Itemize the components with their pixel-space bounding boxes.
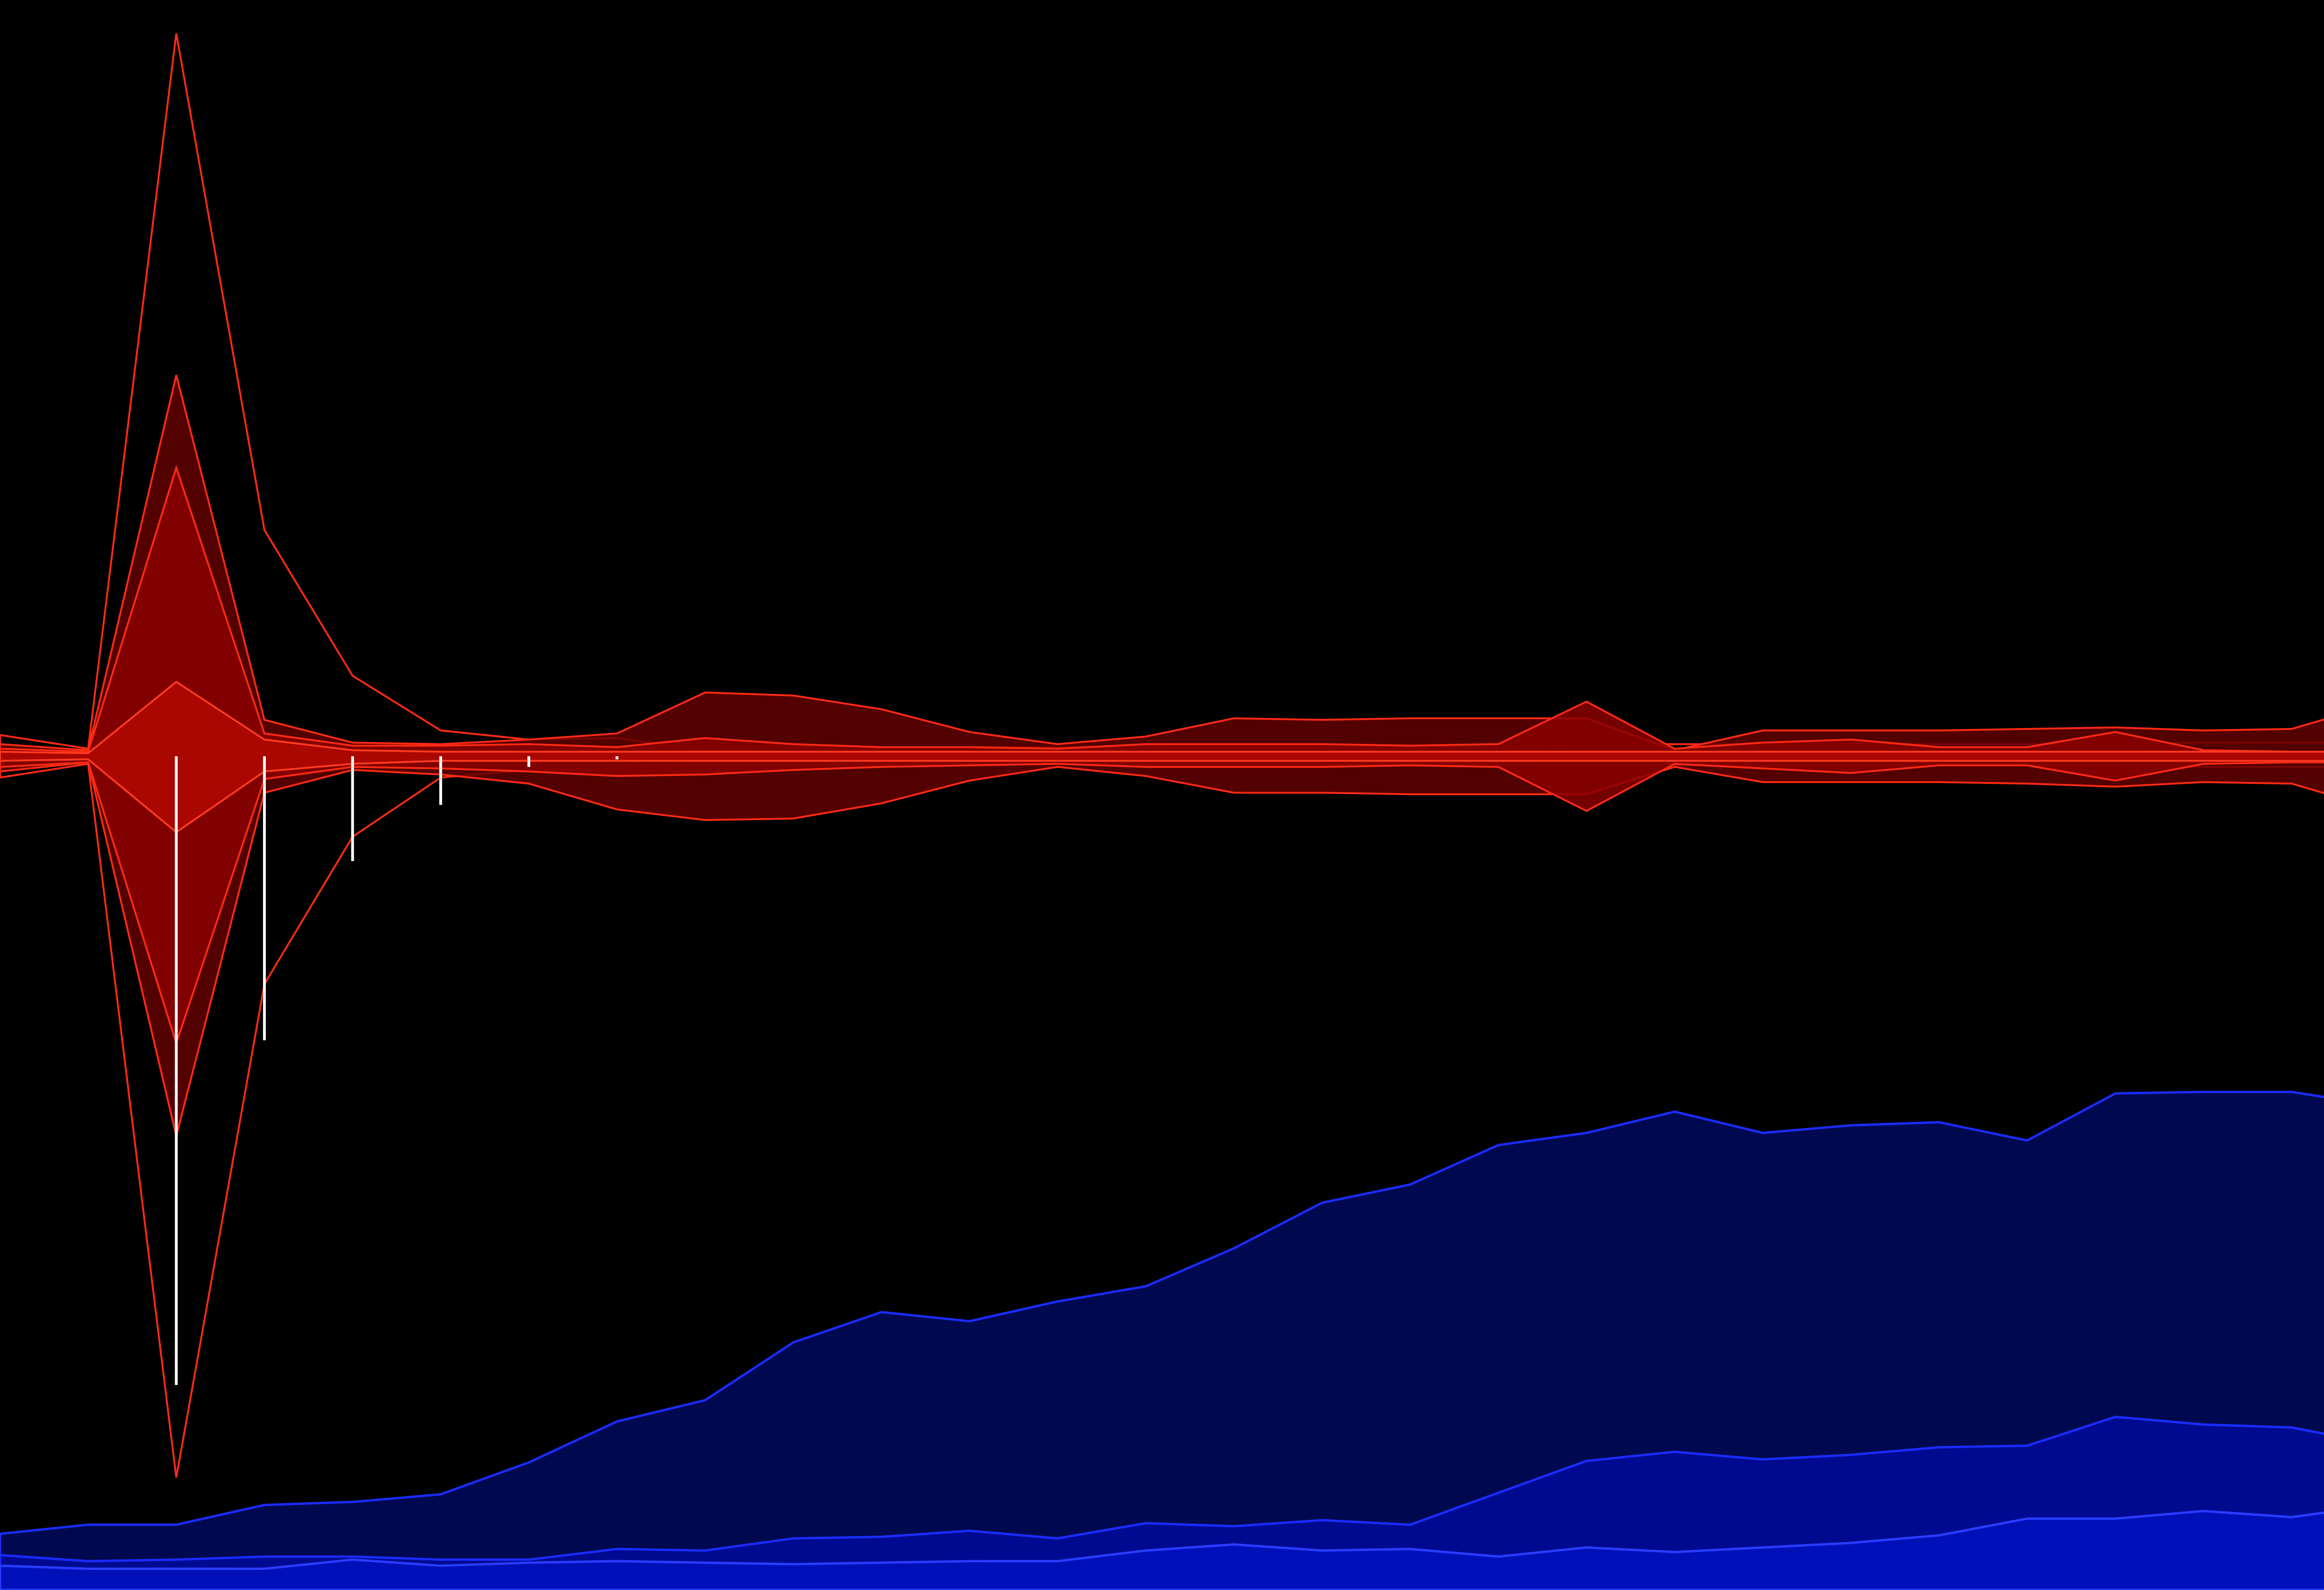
area — [0, 1510, 2324, 1590]
area — [0, 1416, 2324, 1590]
band — [0, 681, 2324, 834]
